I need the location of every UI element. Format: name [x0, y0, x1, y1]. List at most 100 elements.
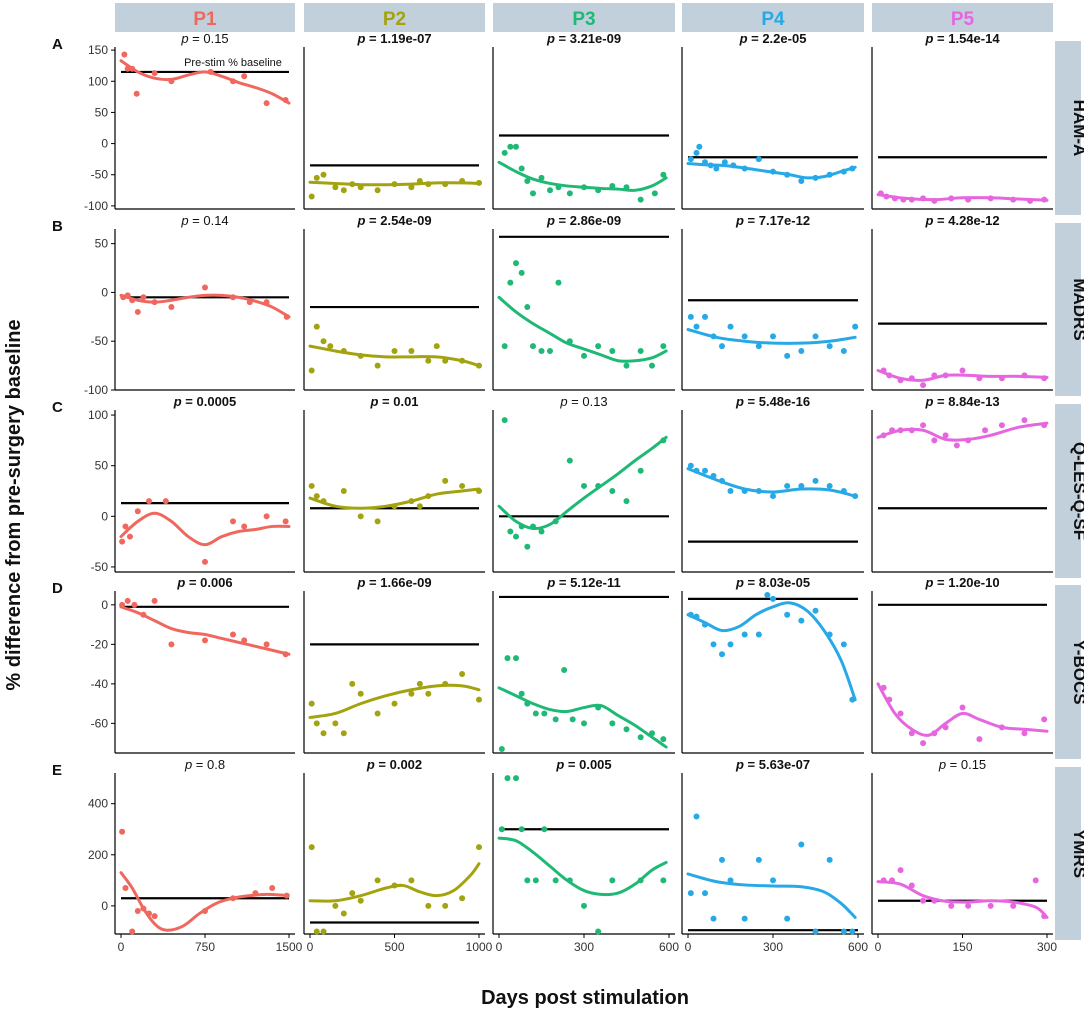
p-symbol: p — [180, 213, 188, 228]
data-point — [504, 655, 511, 662]
column-strip-P4 — [682, 3, 864, 32]
data-point — [327, 343, 334, 350]
data-point — [1021, 372, 1028, 379]
data-point — [687, 611, 694, 618]
x-tick-label: 750 — [195, 940, 215, 954]
panel-B-P1: p = 0.14 — [114, 213, 295, 391]
data-point — [965, 902, 972, 909]
data-point — [124, 292, 131, 299]
data-point — [320, 730, 327, 737]
data-point — [920, 740, 927, 747]
panel-A-P3: p = 3.21e-09 — [492, 31, 675, 210]
fit-curve — [686, 872, 857, 919]
data-point — [283, 892, 290, 899]
data-point — [269, 885, 276, 891]
data-point — [637, 877, 644, 884]
data-point — [501, 417, 508, 424]
data-point — [880, 432, 887, 439]
p-symbol: p — [735, 575, 744, 590]
data-point — [959, 367, 966, 374]
data-point — [476, 696, 482, 703]
data-point — [504, 775, 511, 782]
fit-curve — [119, 605, 291, 656]
data-point — [547, 347, 553, 354]
data-point — [561, 667, 568, 674]
data-point — [530, 523, 536, 530]
data-point — [702, 621, 708, 628]
data-point — [507, 279, 514, 286]
fit-curve — [119, 511, 291, 547]
data-point — [131, 601, 138, 608]
y-tick-label-A: 100 — [88, 74, 108, 88]
y-tick-label-D: 0 — [101, 598, 108, 612]
row-label-D: Y-BOCS — [1070, 639, 1084, 704]
data-point — [532, 877, 539, 884]
panel-E-P5: p = 0.15 0 150 300 — [871, 757, 1057, 954]
data-point — [840, 928, 847, 935]
data-point — [524, 877, 531, 884]
p-symbol: p — [735, 394, 744, 409]
fit-curve — [497, 836, 668, 897]
data-point — [530, 190, 536, 197]
data-point — [340, 730, 347, 737]
data-point — [595, 343, 602, 350]
fit-curve — [308, 683, 481, 719]
panel-D-P3: p = 5.12e-11 — [492, 575, 675, 754]
data-point — [538, 528, 545, 535]
data-point — [513, 775, 519, 782]
data-point — [124, 65, 131, 72]
data-point — [513, 260, 519, 267]
column-strip-P5 — [872, 3, 1053, 32]
data-point — [320, 928, 327, 935]
data-point — [798, 841, 805, 848]
panel-D-P1: p = 0.006 — [114, 575, 295, 754]
data-point — [507, 143, 514, 150]
data-point — [609, 347, 616, 354]
data-point — [408, 347, 415, 354]
data-point — [609, 877, 616, 884]
data-point — [953, 442, 960, 449]
data-point — [313, 323, 320, 330]
data-point — [552, 877, 559, 884]
data-point — [920, 195, 927, 202]
data-point — [541, 710, 548, 717]
column-label-P3: P3 — [572, 9, 595, 30]
y-tick-label-A: 0 — [101, 137, 108, 151]
data-point — [246, 299, 253, 306]
p-value: = 7.17e-12 — [744, 213, 810, 228]
data-point — [623, 726, 630, 733]
data-point — [897, 710, 904, 717]
data-point — [931, 897, 938, 904]
p-value-label: p = 0.005 — [555, 757, 611, 772]
p-value: = 3.21e-09 — [555, 31, 621, 46]
y-tick-label-D: -20 — [91, 637, 109, 651]
data-point — [702, 313, 708, 320]
data-point — [784, 171, 791, 178]
data-point — [581, 184, 587, 191]
data-point — [538, 347, 545, 354]
data-point — [129, 65, 136, 72]
data-point — [897, 867, 904, 874]
data-point — [459, 177, 466, 184]
data-point — [425, 357, 432, 364]
data-point — [133, 90, 140, 97]
data-point — [623, 184, 630, 191]
data-point — [416, 680, 423, 687]
data-point — [877, 190, 884, 197]
data-point — [230, 895, 236, 902]
data-point — [741, 631, 748, 638]
data-point — [140, 905, 147, 912]
p-value: = 0.005 — [564, 757, 611, 772]
data-point — [987, 195, 994, 202]
fit-curve — [686, 467, 857, 498]
data-point — [660, 877, 667, 884]
p-symbol: p — [546, 213, 555, 228]
fit-curve — [876, 193, 1049, 202]
column-label-P5: P5 — [951, 9, 975, 30]
data-point — [649, 362, 655, 369]
data-point — [849, 165, 856, 172]
x-tick-label: 0 — [118, 940, 125, 954]
y-tick-label-C: 0 — [101, 509, 108, 523]
data-point — [687, 313, 694, 320]
data-point — [283, 313, 290, 320]
